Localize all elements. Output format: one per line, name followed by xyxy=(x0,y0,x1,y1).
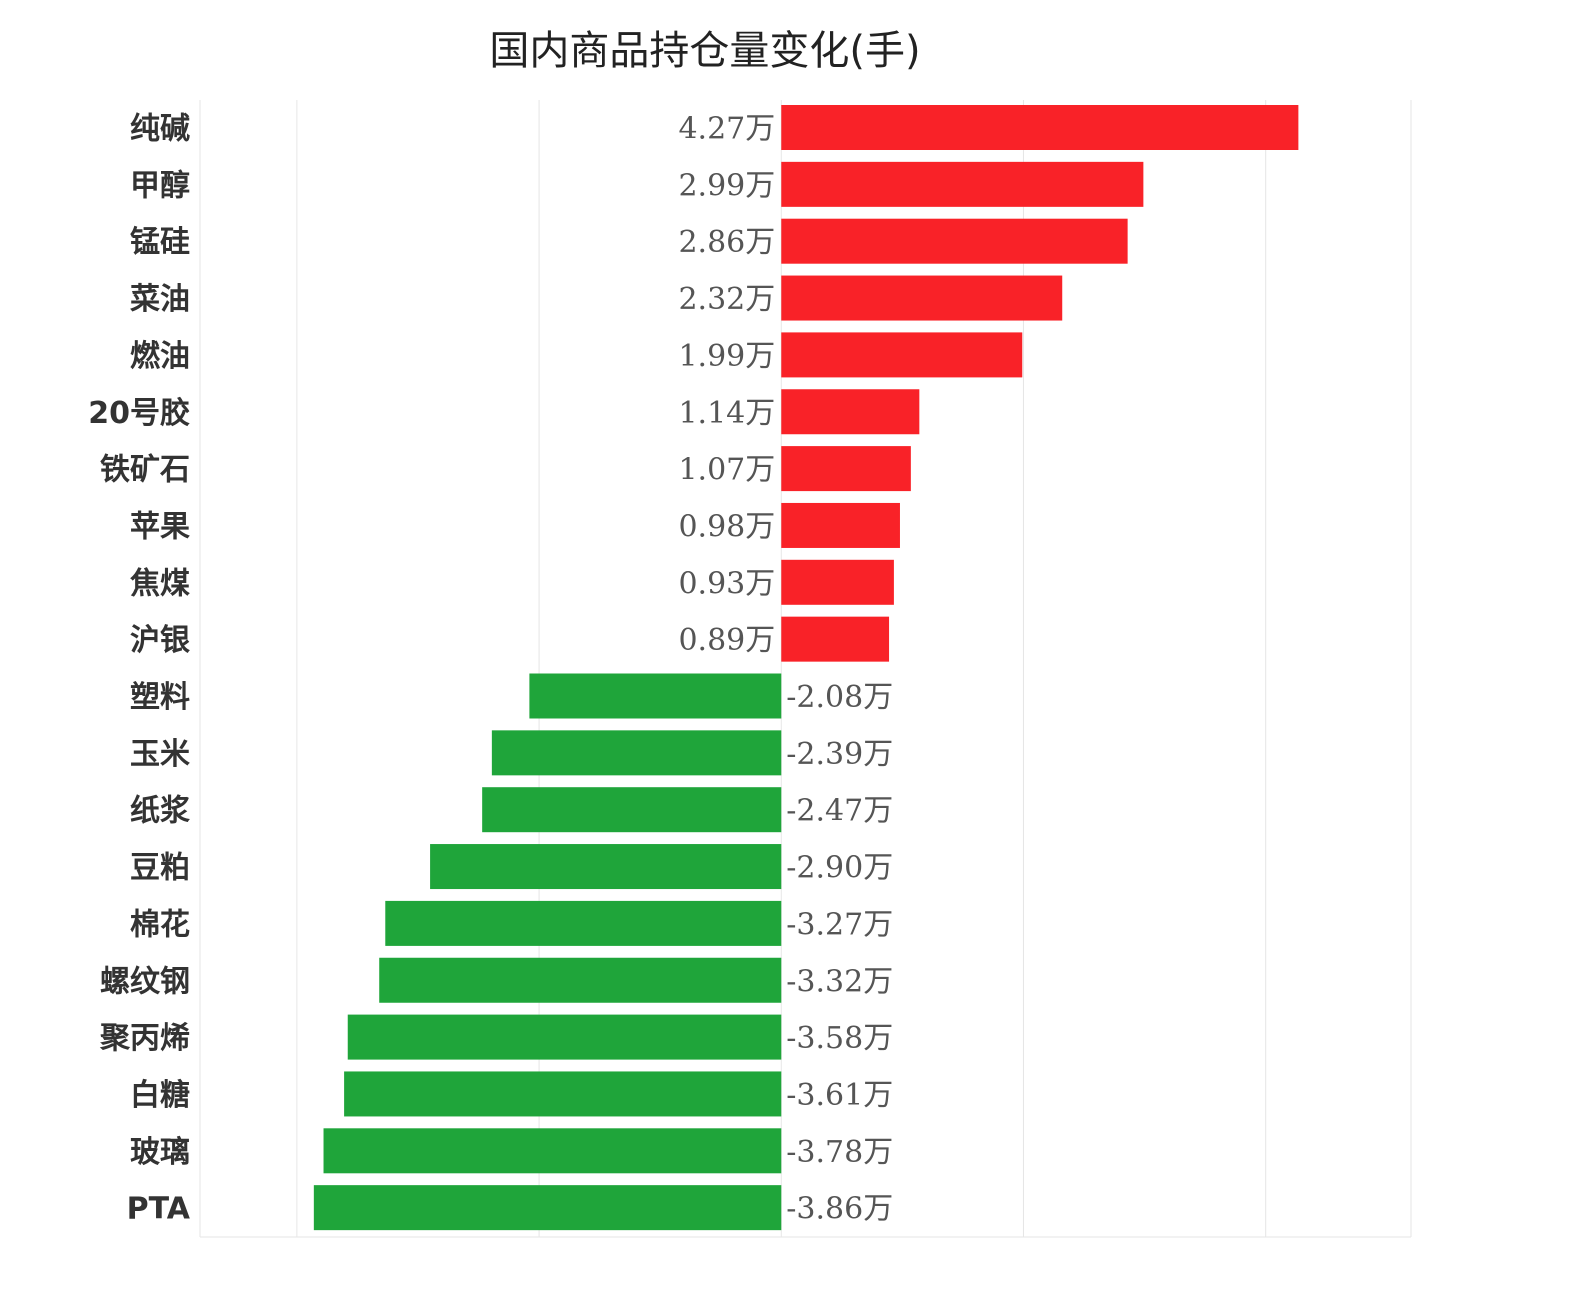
bar-20 xyxy=(313,1185,782,1231)
bar-layer xyxy=(313,105,1299,1231)
value-label: -2.39万 xyxy=(786,737,893,772)
value-label: -3.61万 xyxy=(786,1078,893,1113)
bar-6 xyxy=(781,389,920,435)
value-label: -2.47万 xyxy=(786,794,893,829)
category-label: 白糖 xyxy=(130,1078,190,1113)
category-label: 螺纹钢 xyxy=(100,964,190,999)
category-label: 玉米 xyxy=(130,737,190,772)
value-label: -3.78万 xyxy=(786,1135,893,1170)
category-label: 聚丙烯 xyxy=(99,1021,190,1056)
bar-10 xyxy=(781,616,890,662)
category-label: 焦煤 xyxy=(130,566,190,601)
category-label: 菜油 xyxy=(130,282,190,317)
bar-13 xyxy=(482,787,782,833)
value-label: 2.99万 xyxy=(678,168,775,203)
value-label: 0.98万 xyxy=(678,509,775,544)
bar-19 xyxy=(323,1128,782,1174)
category-label: 豆粕 xyxy=(130,851,190,886)
category-label: 20号胶 xyxy=(88,396,190,431)
category-label: 沪银 xyxy=(130,623,190,658)
value-label: 0.89万 xyxy=(678,623,775,658)
category-label: 燃油 xyxy=(130,339,190,374)
category-label: PTA xyxy=(127,1192,191,1227)
value-label: -3.86万 xyxy=(786,1192,893,1227)
bar-5 xyxy=(781,332,1023,378)
bar-12 xyxy=(491,730,782,776)
value-label: -3.27万 xyxy=(786,907,893,942)
bar-18 xyxy=(344,1071,782,1117)
category-label: 锰硅 xyxy=(130,225,190,260)
category-label: 铁矿石 xyxy=(100,453,190,488)
bar-11 xyxy=(529,673,782,719)
category-label: 塑料 xyxy=(130,680,190,715)
bar-4 xyxy=(781,275,1063,321)
value-label: 1.14万 xyxy=(678,396,775,431)
grid-layer xyxy=(199,100,1412,1238)
value-label: 1.99万 xyxy=(678,339,775,374)
bar-3 xyxy=(781,218,1128,264)
value-label: 2.32万 xyxy=(678,282,775,317)
value-label: 2.86万 xyxy=(678,225,775,260)
bar-14 xyxy=(430,844,782,890)
bar-9 xyxy=(781,559,894,605)
value-label: 4.27万 xyxy=(678,112,775,147)
chart-title: 国内商品持仓量变化(手) xyxy=(489,28,921,74)
bar-15 xyxy=(385,900,782,946)
bar-8 xyxy=(781,502,900,548)
value-label: -3.58万 xyxy=(786,1021,893,1056)
category-label: 棉花 xyxy=(130,907,190,942)
bar-1 xyxy=(781,105,1299,150)
value-label: 1.07万 xyxy=(678,453,775,488)
value-label: -2.90万 xyxy=(786,851,893,886)
category-label: 纯碱 xyxy=(130,112,190,147)
value-label: -2.08万 xyxy=(786,680,893,715)
bar-17 xyxy=(347,1014,782,1060)
category-label: 玻璃 xyxy=(130,1135,190,1170)
value-label: 0.93万 xyxy=(678,566,775,601)
category-label: 纸浆 xyxy=(130,794,190,829)
bar-16 xyxy=(379,957,782,1003)
category-label: 甲醇 xyxy=(130,168,190,203)
bar-2 xyxy=(781,161,1144,207)
value-label: -3.32万 xyxy=(786,964,893,999)
category-label: 苹果 xyxy=(130,509,190,544)
bar-7 xyxy=(781,446,911,492)
